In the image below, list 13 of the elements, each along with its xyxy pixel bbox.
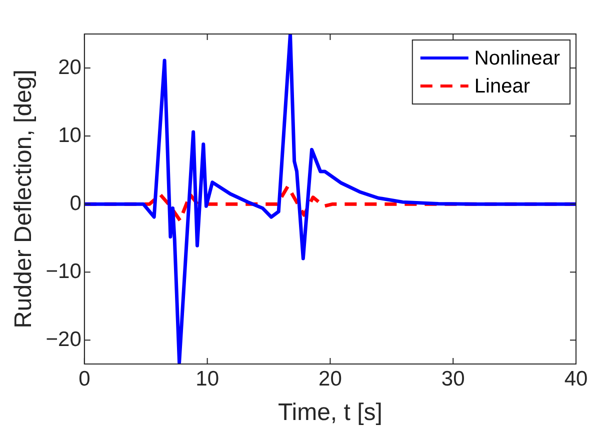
- y-tick-label: 10: [58, 124, 82, 147]
- y-tick-label: −10: [46, 260, 82, 283]
- x-tick-label: 20: [318, 367, 342, 390]
- x-tick-label: 10: [196, 367, 219, 390]
- legend-label: Nonlinear: [474, 48, 560, 70]
- y-axis-title: Rudder Deflection, [deg]: [10, 70, 38, 328]
- x-tick-label: 40: [564, 367, 588, 390]
- y-tick-label: 20: [58, 56, 82, 79]
- y-tick-label: 0: [70, 192, 82, 215]
- x-tick-label: 30: [441, 367, 465, 390]
- y-tick-label: −20: [46, 328, 82, 351]
- legend-label: Linear: [474, 76, 530, 98]
- x-axis-title: Time, t [s]: [278, 399, 382, 426]
